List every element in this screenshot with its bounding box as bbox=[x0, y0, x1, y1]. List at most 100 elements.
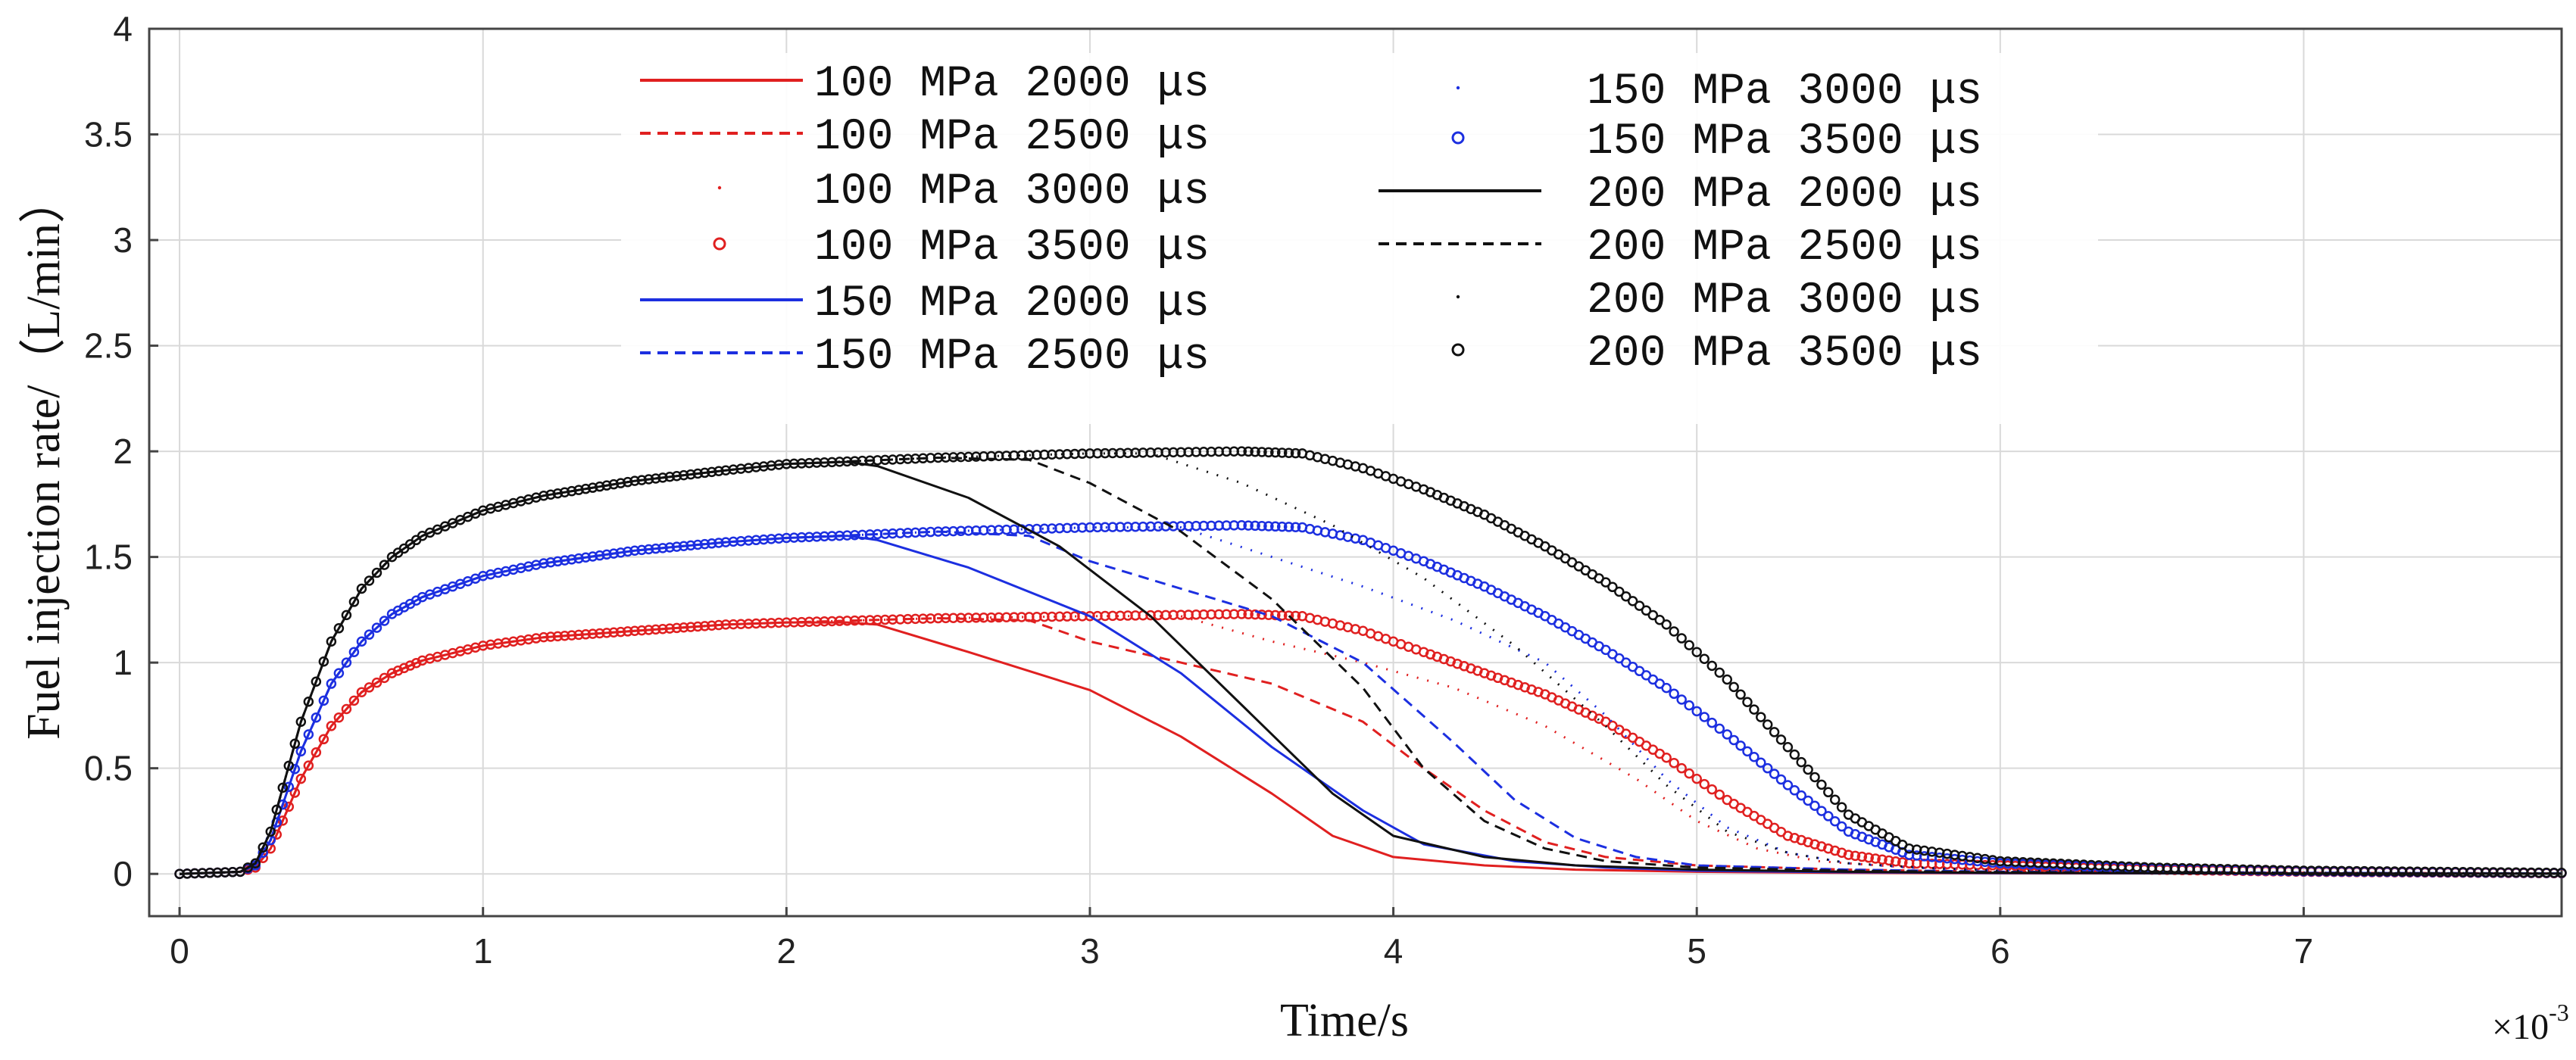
data-point bbox=[573, 629, 584, 641]
data-point bbox=[1870, 853, 1881, 864]
legend-marker bbox=[1451, 131, 1465, 145]
data-point bbox=[318, 734, 329, 745]
x-tick-label-0: 0 bbox=[170, 931, 189, 971]
data-point bbox=[1684, 700, 1694, 711]
data-point bbox=[235, 866, 245, 878]
data-point bbox=[364, 575, 375, 586]
data-point bbox=[664, 472, 675, 482]
data-point bbox=[552, 556, 564, 567]
data-point bbox=[1691, 647, 1702, 657]
legend-item-100mpa-3500us: 100 MPa 3500 μs bbox=[713, 223, 1210, 273]
data-point bbox=[685, 622, 696, 632]
data-point bbox=[1290, 610, 1301, 622]
series-100mpa-2500us bbox=[180, 617, 2562, 875]
y-tick-label-6: 3 bbox=[113, 220, 133, 260]
data-point bbox=[539, 558, 549, 569]
data-point bbox=[1850, 850, 1861, 862]
data-point bbox=[629, 545, 640, 556]
data-point bbox=[386, 668, 398, 678]
data-point bbox=[595, 628, 605, 639]
data-point bbox=[595, 550, 605, 561]
data-point bbox=[1263, 521, 1274, 532]
x-multiplier-exponent: -3 bbox=[2549, 999, 2569, 1026]
data-point bbox=[664, 623, 675, 634]
data-point bbox=[348, 695, 360, 706]
data-point bbox=[1728, 681, 1739, 693]
axes: 0 1 2 3 4 5 6 7 0 0.5 1 1.5 2 2.5 3 3.5 4 bbox=[84, 9, 2563, 971]
data-point bbox=[1769, 727, 1780, 737]
data-point bbox=[333, 668, 345, 678]
data-point bbox=[1290, 447, 1301, 459]
data-point bbox=[341, 657, 352, 668]
data-point bbox=[608, 548, 620, 559]
data-point bbox=[1823, 787, 1834, 798]
data-point bbox=[587, 482, 598, 493]
data-point bbox=[242, 862, 253, 873]
data-point bbox=[699, 467, 710, 479]
data-point bbox=[706, 538, 717, 549]
legend-item-150mpa-2000us: 150 MPa 2000 μs bbox=[640, 279, 1210, 329]
data-point bbox=[587, 551, 598, 562]
data-point bbox=[539, 631, 549, 643]
data-point bbox=[601, 480, 612, 491]
data-point bbox=[311, 747, 322, 758]
legend-marker bbox=[1451, 343, 1465, 357]
data-point bbox=[1250, 520, 1260, 532]
data-point bbox=[1843, 850, 1854, 860]
data-point bbox=[1614, 586, 1625, 597]
legend-marker bbox=[1456, 86, 1460, 90]
series-150mpa-2000us bbox=[180, 535, 2562, 875]
data-point bbox=[1706, 660, 1717, 672]
data-point bbox=[1714, 667, 1725, 678]
data-point bbox=[1742, 746, 1753, 757]
data-point bbox=[664, 542, 675, 553]
data-point bbox=[559, 630, 570, 641]
legend-label: 100 MPa 2500 μs bbox=[814, 113, 1210, 162]
data-point bbox=[1257, 610, 1267, 620]
data-point bbox=[303, 697, 314, 707]
data-point bbox=[580, 552, 592, 563]
data-point bbox=[623, 626, 633, 637]
data-point bbox=[1263, 447, 1274, 458]
data-point bbox=[699, 538, 710, 550]
data-point bbox=[657, 472, 668, 483]
data-point bbox=[623, 476, 633, 488]
data-point bbox=[1749, 704, 1759, 715]
data-point bbox=[1654, 614, 1665, 625]
data-point bbox=[1270, 610, 1281, 621]
data-point bbox=[326, 678, 337, 689]
data-point bbox=[601, 628, 612, 638]
data-point bbox=[1669, 626, 1679, 637]
data-point bbox=[411, 657, 422, 669]
data-point bbox=[678, 622, 689, 633]
data-point bbox=[692, 621, 703, 632]
data-point bbox=[1775, 734, 1787, 745]
data-point bbox=[1600, 577, 1611, 588]
data-point bbox=[1661, 682, 1672, 694]
legend-label: 150 MPa 2000 μs bbox=[814, 279, 1210, 329]
data-point bbox=[1877, 854, 1888, 865]
series-layer bbox=[174, 446, 2567, 879]
data-point bbox=[1669, 757, 1679, 768]
data-point bbox=[1607, 581, 1618, 593]
data-point bbox=[1620, 591, 1631, 602]
series-100mpa-2000us bbox=[180, 621, 2562, 875]
data-point bbox=[371, 677, 382, 688]
data-point bbox=[580, 483, 592, 494]
data-point bbox=[364, 682, 375, 693]
data-point bbox=[643, 625, 654, 635]
data-point bbox=[595, 481, 605, 492]
data-point bbox=[303, 729, 314, 740]
data-point bbox=[1276, 521, 1288, 532]
data-point bbox=[1661, 752, 1672, 763]
y-tick-label-5: 2.5 bbox=[84, 326, 133, 366]
data-point bbox=[265, 826, 276, 837]
data-point bbox=[1276, 447, 1288, 458]
data-point bbox=[1641, 605, 1652, 616]
data-point bbox=[250, 858, 261, 868]
data-point bbox=[629, 475, 640, 486]
data-point bbox=[348, 647, 360, 657]
x-tick-label-2: 2 bbox=[777, 931, 797, 971]
data-point bbox=[1836, 821, 1847, 832]
